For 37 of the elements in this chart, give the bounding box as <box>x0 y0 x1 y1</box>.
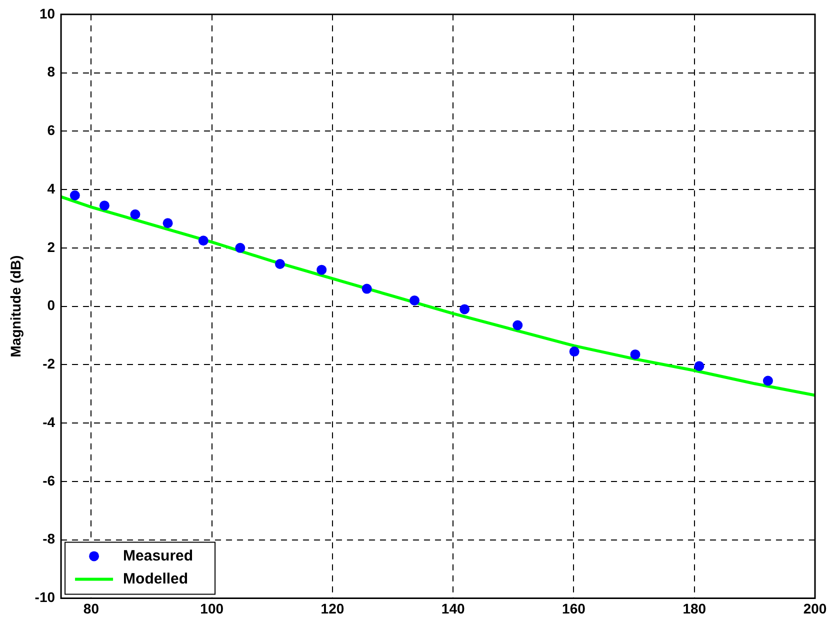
y-tick-label: 8 <box>47 64 56 80</box>
point <box>460 304 470 314</box>
y-tick-label: -8 <box>42 530 56 547</box>
y-tick-label: -6 <box>42 472 56 488</box>
y-tick-label: -10 <box>34 589 56 606</box>
point <box>274 258 285 269</box>
point <box>99 200 110 211</box>
y-tick-label: 0 <box>47 297 56 314</box>
point <box>362 284 372 294</box>
point <box>162 218 173 228</box>
x-tick-label: 120 <box>320 600 344 616</box>
y-tick-label: 10 <box>39 5 56 22</box>
legend-label: Modelled <box>123 570 188 588</box>
point <box>130 209 140 220</box>
point <box>762 376 773 386</box>
point <box>70 190 80 200</box>
y-tick-label: -2 <box>42 356 56 372</box>
point <box>630 349 640 360</box>
y-axis-title: Magnitude (dB) <box>7 255 24 358</box>
point <box>235 242 246 253</box>
x-tick-label: 140 <box>441 600 465 616</box>
y-tick-label: 4 <box>47 180 56 196</box>
point <box>409 295 420 306</box>
point <box>694 361 704 372</box>
point <box>316 264 327 275</box>
x-tick-label: 160 <box>562 600 586 616</box>
point <box>198 236 208 246</box>
x-tick-label: 100 <box>200 600 224 616</box>
point <box>569 346 580 357</box>
x-tick-label: 180 <box>682 600 706 616</box>
y-tick-label: -4 <box>42 414 56 430</box>
legend-label: Measured <box>123 547 194 564</box>
x-tick-label: 80 <box>83 600 100 616</box>
x-tick-label: 200 <box>803 600 827 616</box>
y-tick-label: 6 <box>47 122 56 138</box>
point <box>512 320 523 330</box>
y-tick-label: 2 <box>47 238 56 255</box>
